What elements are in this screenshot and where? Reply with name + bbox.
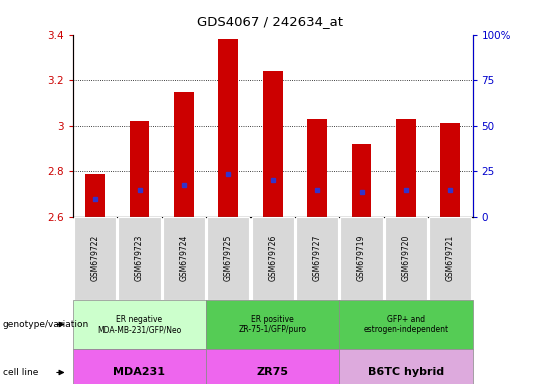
Text: GSM679721: GSM679721 <box>446 235 455 281</box>
Bar <box>307 119 327 217</box>
Text: GSM679722: GSM679722 <box>91 235 99 281</box>
Text: GSM679719: GSM679719 <box>357 235 366 281</box>
Text: GSM679724: GSM679724 <box>179 235 188 281</box>
Text: GSM679727: GSM679727 <box>313 235 322 281</box>
Bar <box>130 121 150 217</box>
Bar <box>352 144 372 217</box>
Text: ER negative
MDA-MB-231/GFP/Neo: ER negative MDA-MB-231/GFP/Neo <box>97 315 181 334</box>
Text: GSM679725: GSM679725 <box>224 235 233 281</box>
Text: ZR75: ZR75 <box>256 367 289 377</box>
Bar <box>440 124 460 217</box>
Text: GFP+ and
estrogen-independent: GFP+ and estrogen-independent <box>363 315 448 334</box>
Text: GSM679726: GSM679726 <box>268 235 277 281</box>
Bar <box>218 39 238 217</box>
Text: MDA231: MDA231 <box>113 367 165 377</box>
Text: GSM679720: GSM679720 <box>401 235 410 281</box>
Text: ER positive
ZR-75-1/GFP/puro: ER positive ZR-75-1/GFP/puro <box>239 315 307 334</box>
Bar <box>174 91 194 217</box>
Text: genotype/variation: genotype/variation <box>3 320 89 329</box>
Text: B6TC hybrid: B6TC hybrid <box>368 367 444 377</box>
Bar <box>262 71 283 217</box>
Bar <box>396 119 416 217</box>
Text: cell line: cell line <box>3 368 38 377</box>
Text: GSM679723: GSM679723 <box>135 235 144 281</box>
Bar <box>85 174 105 217</box>
Text: GDS4067 / 242634_at: GDS4067 / 242634_at <box>197 15 343 28</box>
